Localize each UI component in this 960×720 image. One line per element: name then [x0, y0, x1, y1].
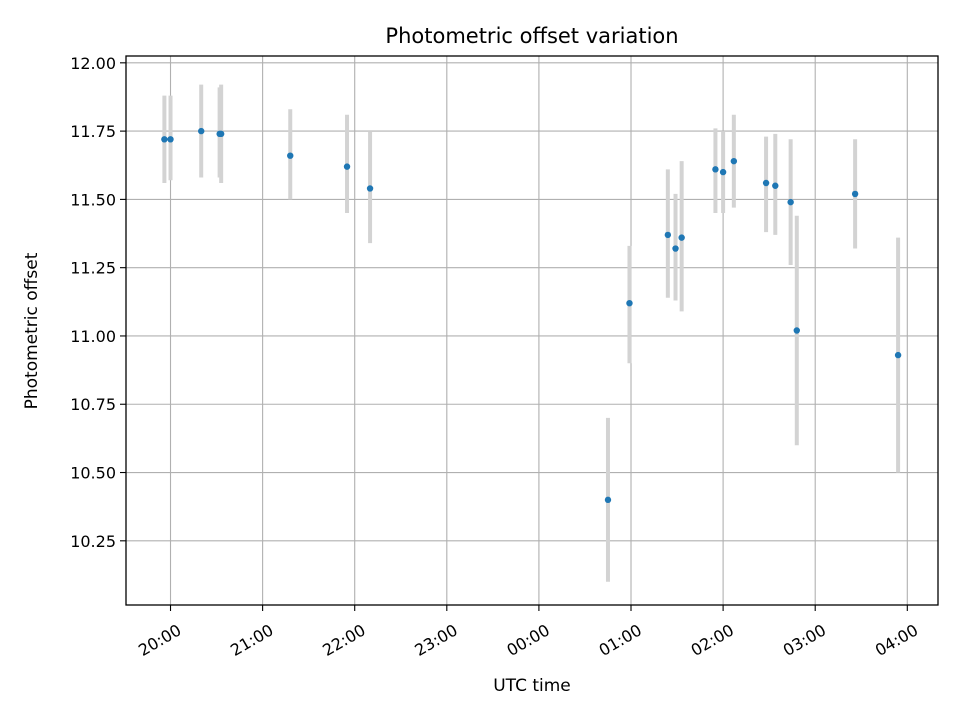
y-tick-label: 10.25 — [70, 532, 116, 551]
data-point — [730, 157, 738, 165]
data-point — [161, 136, 168, 143]
y-tick-label: 11.75 — [70, 122, 116, 141]
data-point — [678, 234, 685, 241]
data-point — [712, 166, 719, 173]
plot-area — [126, 56, 938, 605]
data-point — [851, 190, 859, 198]
y-tick-label: 11.25 — [70, 259, 116, 278]
data-point — [787, 198, 794, 206]
y-tick-label: 10.50 — [70, 464, 116, 483]
data-point — [366, 185, 374, 192]
data-point — [719, 168, 727, 176]
data-point — [343, 163, 351, 170]
data-point — [894, 351, 902, 359]
data-point — [217, 130, 225, 138]
plot-frame — [125, 55, 939, 606]
data-point — [672, 245, 679, 252]
data-points — [161, 127, 902, 504]
y-tick-label: 10.75 — [70, 395, 116, 414]
data-point — [604, 496, 612, 504]
data-point — [664, 231, 672, 239]
data-point — [793, 327, 800, 334]
data-point — [287, 152, 294, 159]
y-tick-label: 11.00 — [70, 327, 116, 346]
y-axis-label: Photometric offset — [22, 252, 42, 409]
data-point — [772, 182, 779, 189]
data-point — [626, 299, 633, 307]
y-tick-label: 11.50 — [70, 190, 116, 209]
data-point — [198, 127, 205, 135]
y-axis: 10.25 10.50 10.75 11.00 11.25 11.50 11.75 12.00 — [70, 54, 126, 551]
x-axis-label: UTC time — [493, 676, 571, 696]
chart-title: Photometric offset variation — [385, 24, 678, 48]
data-point — [762, 179, 770, 187]
y-tick-label: 12.00 — [70, 54, 116, 73]
data-point — [167, 136, 174, 143]
